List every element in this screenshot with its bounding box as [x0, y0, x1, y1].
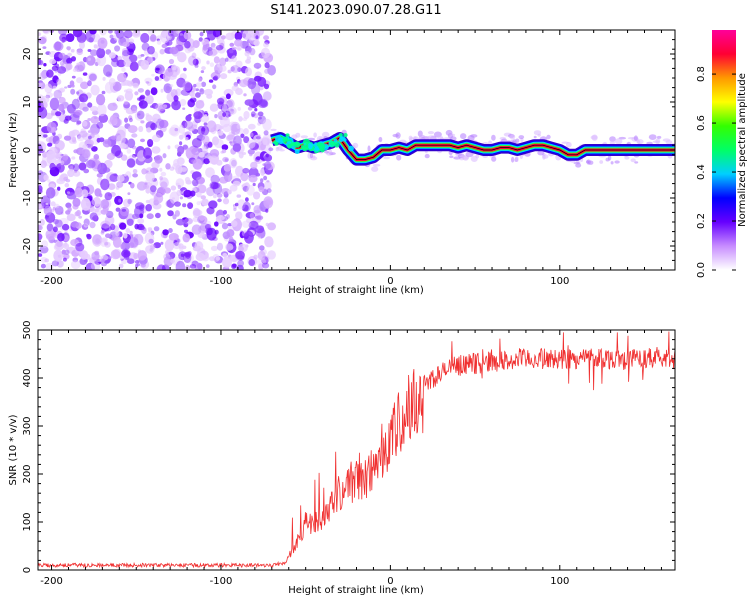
y-tick-label: -20	[22, 238, 33, 254]
snr-ylabel: SNR (10 * v/v)	[8, 414, 19, 485]
y-tick-label: 200	[22, 464, 33, 483]
y-tick-label: 0	[22, 147, 33, 153]
x-tick-label: 100	[550, 276, 569, 287]
x-tick-label: -200	[40, 576, 63, 587]
colorbar-tick-label: 0.6	[696, 115, 707, 131]
spectrogram-ylabel: Frequency (Hz)	[8, 112, 19, 188]
y-tick-label: -10	[22, 190, 33, 206]
colorbar-label: Normalized spectral amplitude	[737, 73, 748, 227]
figure-title: S141.2023.090.07.28.G11	[270, 3, 441, 18]
x-tick-label: -200	[40, 276, 63, 287]
y-tick-label: 0	[22, 567, 33, 573]
colorbar-tick-label: 0.4	[696, 164, 707, 180]
x-tick-label: 0	[387, 276, 393, 287]
y-tick-label: 100	[22, 512, 33, 531]
snr-frame	[37, 329, 676, 571]
noise-speckle	[38, 30, 675, 270]
y-tick-label: 300	[22, 416, 33, 435]
y-tick-label: 10	[22, 96, 33, 109]
snr-panel: -200 -100 0 100 500 400 300 200 100 0 Height of s…	[8, 320, 676, 596]
colorbar-gradient	[712, 30, 736, 270]
colorbar: 0.0 0.2 0.4 0.6 0.8 Normalized spectral ampl…	[696, 30, 748, 278]
snr-xlabel: Height of straight line (km)	[288, 585, 424, 596]
x-tick-label: 0	[387, 576, 393, 587]
x-tick-label: -100	[210, 276, 233, 287]
spectrogram-xlabel: Height of straight line (km)	[288, 285, 424, 296]
snr-axes: -200 -100 0 100 500 400 300 200 100 0	[22, 320, 675, 587]
snr-series-line	[38, 331, 675, 569]
x-tick-label: -100	[210, 576, 233, 587]
colorbar-ticks: 0.0 0.2 0.4 0.6 0.8	[696, 66, 736, 278]
colorbar-tick-label: 0.8	[696, 66, 707, 82]
colorbar-tick-label: 0.2	[696, 213, 707, 229]
y-tick-label: 20	[22, 48, 33, 61]
colorbar-tick-label: 0.0	[696, 262, 707, 278]
x-tick-label: 100	[550, 576, 569, 587]
signal-ridge	[270, 132, 675, 166]
y-tick-label: 400	[22, 368, 33, 387]
y-tick-label: 500	[22, 320, 33, 339]
